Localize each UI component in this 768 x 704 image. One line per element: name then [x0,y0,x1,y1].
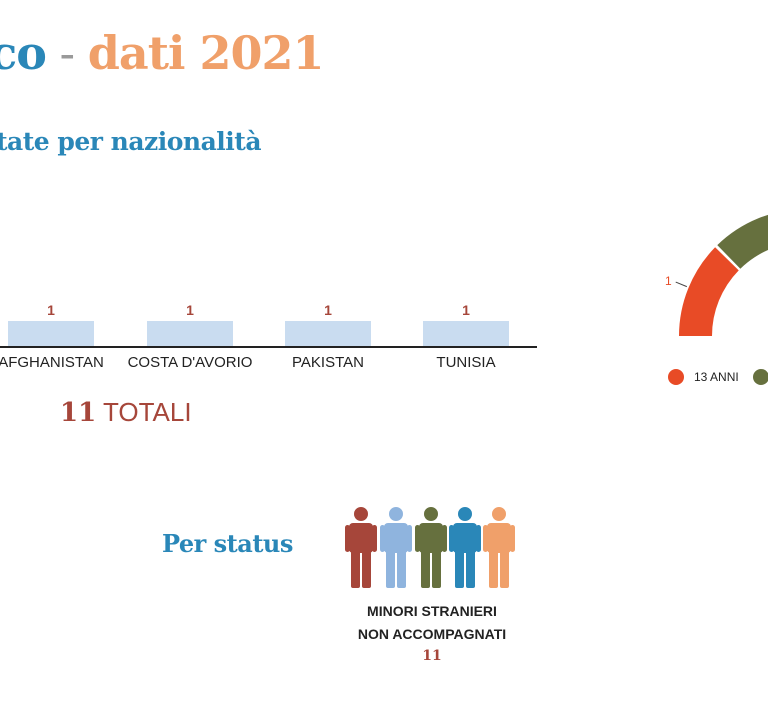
legend-dot [668,369,684,385]
bar [423,321,509,347]
age-legend: 13 ANNI [668,369,768,385]
bar-value-label: 1 [462,302,470,318]
status-value: 11 [422,648,442,664]
bar [8,321,94,347]
status-heading: Per status [162,529,293,558]
title-part-location: rco [0,26,47,80]
status-category: MINORI STRANIERI NON ACCOMPAGNATI [332,600,532,646]
person-icon [415,507,447,588]
legend-dot [752,369,768,385]
title-separator: - [45,26,88,80]
bar-value-label: 1 [47,302,55,318]
person-icon [345,507,377,588]
gauge-value-label: 1 [665,274,672,288]
status-category-line2: NON ACCOMPAGNATI [357,626,507,642]
gauge-label-leader [675,281,688,288]
bar [147,321,233,347]
person-icon [449,507,481,588]
legend-label: 13 ANNI [694,370,739,384]
category-label: COSTA D'AVORIO [128,354,253,371]
age-gauge-chart: 12 [665,214,768,336]
category-label: PAKISTAN [292,354,364,371]
legend-entry: 13 ANNI [668,369,739,385]
chart-subtitle: tate per nazionalità [0,127,262,156]
totals-summary: 11 TOTALI [60,397,192,428]
person-icon [380,507,412,588]
status-category-line1: MINORI STRANIERI [367,603,497,619]
title-part-year: dati 2021 [87,26,325,80]
bar-value-label: 1 [324,302,332,318]
category-label: TUNISIA [436,354,495,371]
totals-number: 11 [60,398,97,428]
bar [285,321,371,347]
category-label: AFGHANISTAN [0,354,104,371]
gauge-segment [679,247,739,336]
bar-value-label: 1 [186,302,194,318]
person-icon [483,507,515,588]
people-pictogram [345,507,515,588]
legend-entry [752,369,768,385]
totals-label: TOTALI [102,397,192,427]
page-title: rco - dati 2021 [0,26,325,80]
gauge-segment [717,214,768,269]
nationality-bar-chart: 1 AFGHANISTAN 1 COSTA D'AVORIO 1 PAKISTAN 1 TUN… [0,302,537,371]
